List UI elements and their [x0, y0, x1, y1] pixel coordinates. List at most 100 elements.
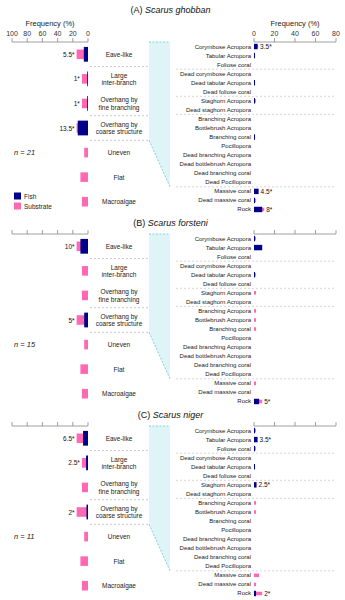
bar: [254, 582, 255, 587]
bar: [254, 90, 255, 94]
data-label: 1*: [74, 100, 81, 107]
bar: [254, 143, 255, 148]
bar: [254, 501, 256, 505]
chart: (A) Scarus ghobban100806040200Frequency …: [0, 0, 345, 600]
bar: [254, 44, 258, 49]
bar: [254, 237, 256, 241]
bar: [80, 239, 88, 254]
bar: [254, 391, 255, 395]
bar: [80, 364, 88, 374]
bars: [254, 236, 262, 404]
bar: [254, 273, 256, 277]
bar: [77, 507, 88, 517]
category-label: Dead branching coral: [194, 170, 251, 176]
category-label: Largeinter-branch: [102, 264, 137, 279]
bar: [254, 492, 255, 496]
bar: [88, 194, 89, 209]
bar: [254, 108, 255, 112]
bar: [254, 390, 255, 395]
divider: [90, 332, 148, 333]
bar: [254, 382, 256, 386]
bar: [254, 428, 255, 433]
bar: [254, 89, 255, 94]
tick: [315, 422, 316, 426]
bar: [254, 317, 255, 322]
category-label-line: inter-branch: [102, 463, 137, 470]
divider: [176, 261, 336, 262]
category-label: Massive coral: [214, 380, 251, 386]
tick: [315, 38, 316, 42]
bar: [254, 456, 255, 460]
bar-chart: 3.5*2.5*2*Corymbose AcroporaTabular Acro…: [180, 422, 336, 597]
bar: [88, 386, 89, 401]
bar: [254, 491, 255, 496]
category-label: Dead Pocillopora: [205, 563, 251, 569]
category-label: Dead branching coral: [194, 554, 251, 560]
bar: [254, 373, 255, 377]
bar-chart: 020406080Frequency (%)3.5*4.5*8*Corymbos…: [180, 19, 340, 213]
divider: [90, 140, 148, 141]
bar: [88, 480, 89, 495]
category-label: Dead corymbose Acropora: [180, 71, 252, 77]
bar: [78, 121, 88, 136]
bar: [254, 282, 255, 286]
divider: [176, 69, 336, 70]
bar: [254, 99, 256, 103]
bar: [254, 198, 255, 203]
bar: [254, 189, 259, 194]
bar: [254, 117, 255, 121]
tick: [72, 230, 73, 234]
bar: [88, 362, 89, 377]
tick: [27, 422, 28, 426]
category-label-line: Uneven: [108, 149, 131, 156]
data-label: 5.5*: [63, 51, 75, 58]
category-label: Staghorn Acropora: [201, 290, 252, 296]
bar: [254, 272, 255, 277]
category-label: Rock: [237, 206, 252, 212]
bar: [254, 591, 256, 596]
bar: [254, 527, 255, 532]
category-label-line: inter-branch: [102, 79, 137, 86]
tick: [336, 422, 337, 426]
data-label: 10*: [65, 243, 75, 250]
bar: [254, 546, 255, 550]
connector: [149, 42, 170, 187]
category-label: Dead bottlebrush Acropora: [180, 545, 252, 551]
category-label-line: inter-branch: [102, 271, 137, 278]
bar: [87, 96, 88, 111]
category-label: Dead corymbose Acropora: [180, 455, 252, 461]
bar: [254, 344, 255, 349]
category-label-line: coarse structure: [96, 320, 143, 327]
category-label: Branching coral: [209, 134, 251, 140]
bar: [88, 529, 89, 544]
bar: [254, 381, 255, 386]
bar: [88, 337, 89, 352]
bar: [254, 134, 255, 139]
category-label: Corymbose Acropora: [195, 236, 252, 242]
bar: [82, 266, 88, 276]
tick-label: 0: [86, 30, 90, 37]
tick: [88, 38, 89, 42]
data-label: 5*: [264, 398, 271, 405]
bar: [254, 81, 255, 85]
tick: [274, 38, 275, 42]
category-label: Massive coral: [214, 188, 251, 194]
category-label: Branching Acropora: [198, 116, 251, 122]
bar: [254, 510, 256, 514]
bar: [254, 483, 256, 487]
tick: [295, 230, 296, 234]
bar: [88, 288, 89, 303]
divider: [176, 114, 336, 115]
category-label: Dead tabular Acropora: [191, 80, 252, 86]
data-label: 6.5*: [63, 435, 75, 442]
bar: [82, 99, 88, 109]
bar: [254, 482, 257, 487]
category-label: Foliose coral: [217, 62, 251, 68]
bar: [254, 464, 255, 469]
tick: [336, 38, 337, 42]
tick: [295, 422, 296, 426]
bar: [254, 62, 255, 67]
annotation: n = 11: [14, 532, 35, 541]
data-label: 2*: [68, 509, 75, 516]
title-part: Scarus niger: [153, 410, 205, 420]
